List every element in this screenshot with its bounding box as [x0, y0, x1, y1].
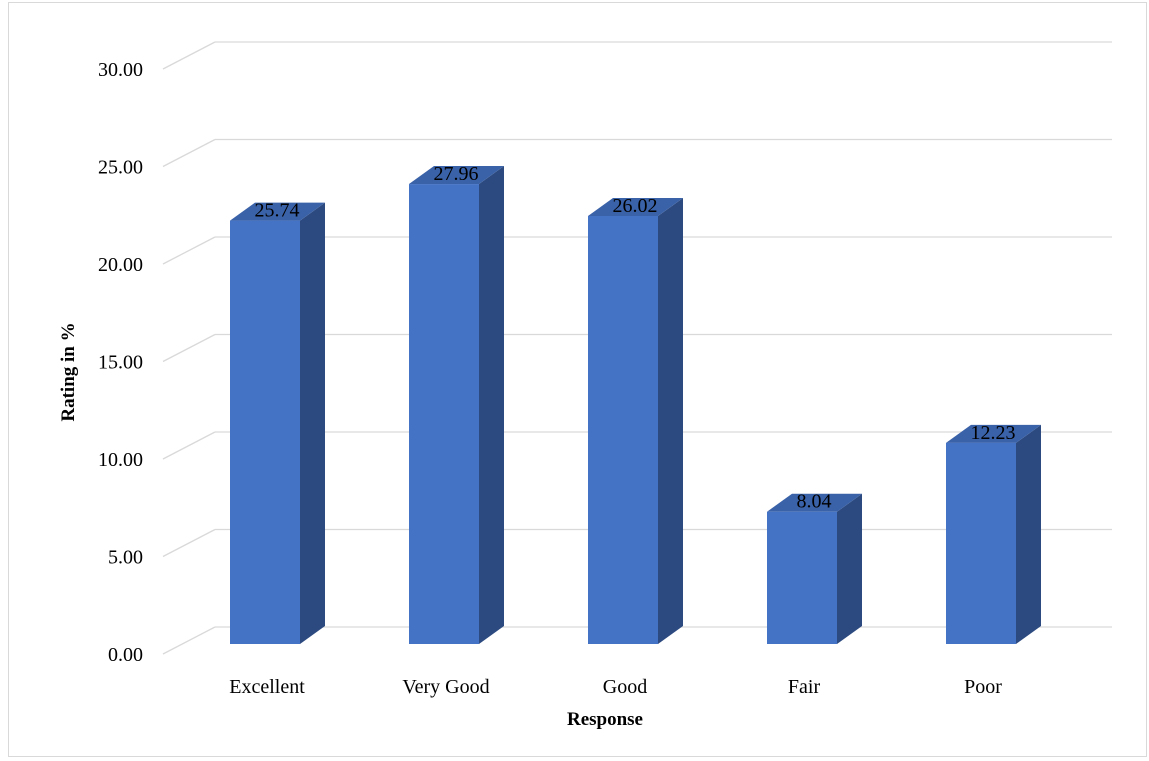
bar-top — [230, 202, 325, 221]
gridline-diagonal — [162, 333, 216, 363]
gridline-diagonal — [162, 138, 216, 168]
data-label: 26.02 — [613, 195, 658, 217]
y-tick-label: 20.00 — [98, 254, 143, 276]
y-tick-label: 30.00 — [98, 59, 143, 81]
bar-top — [767, 493, 862, 512]
bar-top — [409, 166, 504, 185]
bar — [946, 442, 1016, 644]
data-label: 12.23 — [971, 422, 1016, 444]
y-tick-label: 25.00 — [98, 157, 143, 179]
x-axis-ticks: Excellent Very Good Good Fair Poor — [229, 676, 1002, 698]
y-tick-label: 0.00 — [108, 644, 143, 666]
bar — [230, 220, 300, 644]
bar-top — [946, 424, 1041, 443]
data-label: 8.04 — [797, 491, 832, 513]
y-tick-label: 15.00 — [98, 352, 143, 374]
bar-top — [588, 197, 683, 216]
bar-side — [837, 493, 862, 644]
x-tick-label: Fair — [788, 676, 821, 698]
x-tick-label: Excellent — [229, 676, 305, 698]
gridline-diagonal — [162, 431, 216, 460]
x-tick-label: Poor — [964, 676, 1002, 698]
bar — [767, 511, 837, 644]
y-axis-title: Rating in % — [58, 322, 79, 421]
x-tick-label: Good — [603, 676, 647, 698]
gridline-diagonal — [162, 528, 216, 558]
data-label: 27.96 — [434, 163, 479, 185]
bar-side — [1016, 424, 1041, 644]
x-axis-title: Response — [567, 709, 643, 730]
gridline-diagonal — [162, 626, 216, 655]
bar-side — [658, 197, 683, 644]
gridline-diagonal — [162, 236, 216, 265]
data-labels: 25.74 27.96 26.02 8.04 12.23 — [255, 163, 1016, 513]
bar — [588, 215, 658, 644]
y-axis-ticks: 0.00 5.00 10.00 15.00 20.00 25.00 30.00 — [98, 59, 143, 666]
gridline-diagonal — [162, 41, 216, 70]
data-label: 25.74 — [255, 200, 300, 222]
y-tick-label: 5.00 — [108, 547, 143, 569]
bar-side — [300, 202, 325, 644]
bars — [230, 166, 1041, 645]
bar — [409, 184, 479, 645]
bar-side — [479, 166, 504, 645]
x-tick-label: Very Good — [402, 676, 489, 698]
y-tick-label: 10.00 — [98, 449, 143, 471]
